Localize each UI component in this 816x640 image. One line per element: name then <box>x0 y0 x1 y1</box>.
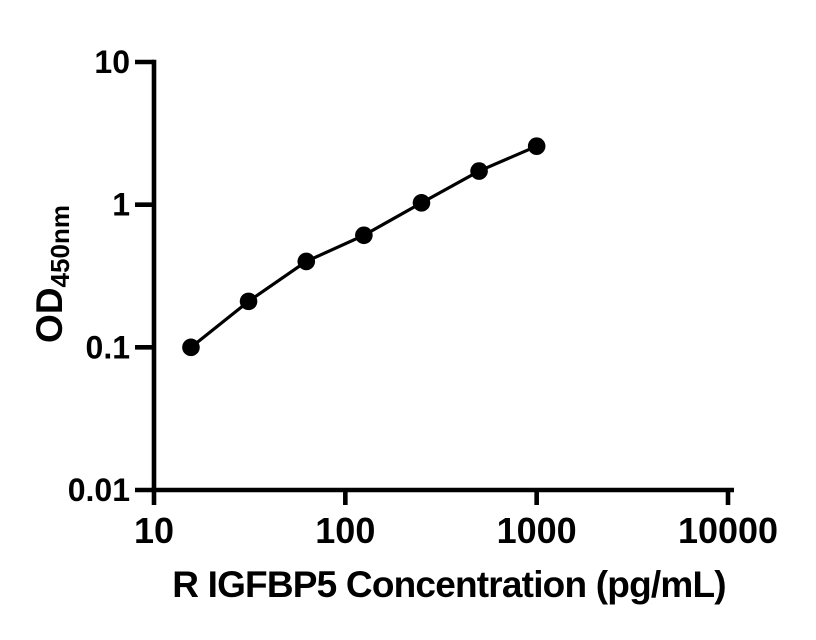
y-tick-label-10: 10 <box>94 44 130 80</box>
y-axis-title-subscript: 450nm <box>45 205 75 287</box>
x-tick-label-100: 100 <box>315 510 375 551</box>
y-axis-title-main: OD <box>29 287 70 343</box>
data-point-4 <box>355 226 373 245</box>
data-point-3 <box>297 252 316 271</box>
data-point-6 <box>470 162 488 180</box>
data-point-5 <box>412 194 431 212</box>
data-point-7 <box>527 137 546 155</box>
y-tick-label-0.01: 0.01 <box>68 472 130 508</box>
x-tick-label-10: 10 <box>134 510 174 551</box>
data-point-1 <box>182 338 200 357</box>
y-tick-label-1: 1 <box>112 187 130 223</box>
x-axis-title: R IGFBP5 Concentration (pg/mL) <box>172 564 726 605</box>
data-point-2 <box>239 292 258 311</box>
y-axis-title: OD450nm <box>29 205 75 343</box>
y-tick-label-0.1: 0.1 <box>86 329 130 365</box>
x-tick-label-1000: 1000 <box>497 510 577 551</box>
x-tick-label-10000: 10000 <box>678 510 778 551</box>
